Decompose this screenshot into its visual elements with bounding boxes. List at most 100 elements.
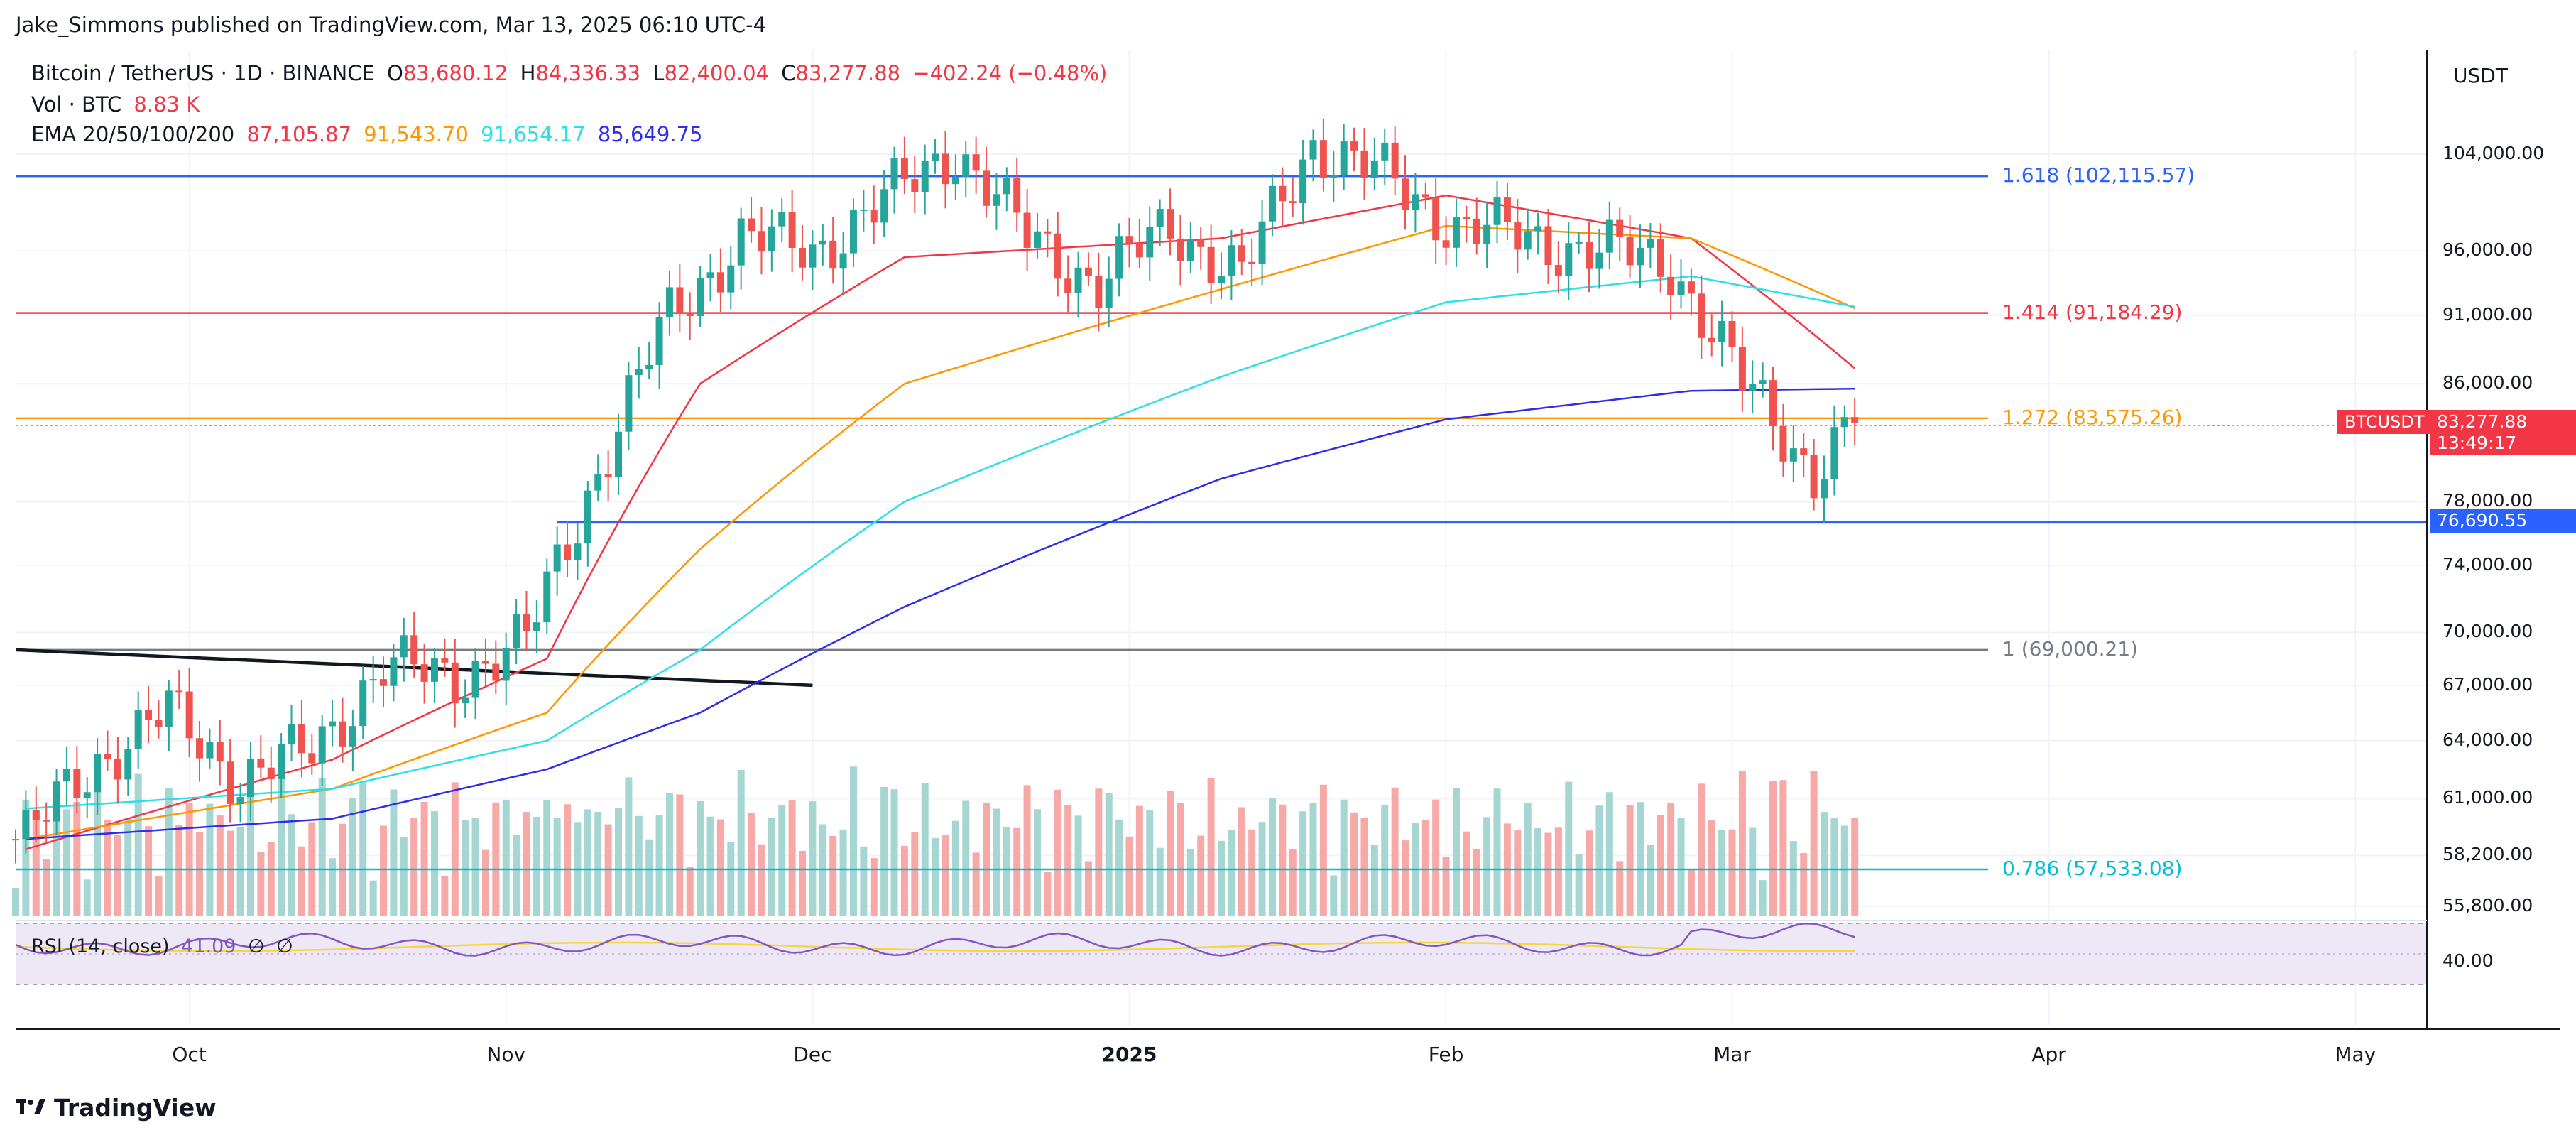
last-price: 83,277.88 [2437, 411, 2528, 432]
volume-bar [1483, 817, 1491, 916]
volume-bar [1330, 875, 1338, 916]
candle-body [1064, 278, 1072, 293]
volume-bar [1524, 803, 1532, 916]
close-label: C [781, 61, 796, 85]
volume-bar [584, 809, 591, 916]
candle-body [951, 176, 959, 185]
volume-bar [1810, 771, 1818, 916]
candle-body [1391, 142, 1399, 179]
volume-bars [12, 766, 1859, 916]
candle-body [839, 253, 847, 269]
candle-body [308, 753, 316, 764]
volume-bar [1115, 819, 1123, 916]
volume-bar [216, 815, 224, 916]
time-tick: Apr [2031, 1043, 2066, 1066]
volume-bar [604, 824, 612, 916]
volume-bar [430, 811, 438, 916]
volume-bar [1800, 853, 1808, 916]
candle-body [185, 691, 193, 739]
volume-bar [1534, 828, 1542, 916]
volume-bar [768, 817, 775, 916]
volume-bar [1319, 784, 1327, 916]
volume-bar [1626, 805, 1634, 916]
volume-bar [1064, 805, 1072, 916]
candle-body [1524, 231, 1532, 250]
candle-body [799, 248, 807, 268]
candle-body [676, 287, 684, 314]
volume-bar [1657, 815, 1664, 916]
candle-body [1769, 380, 1777, 427]
volume-bar [1586, 830, 1593, 916]
candle-body [1840, 417, 1848, 428]
candle-body [298, 724, 305, 754]
volume-bar [1667, 803, 1675, 916]
volume-bar [1595, 805, 1603, 916]
volume-bar [329, 858, 337, 916]
candle-body [748, 218, 755, 232]
symbol-title[interactable]: Bitcoin / TetherUS · 1D · BINANCE [31, 61, 375, 85]
candle-body [1442, 240, 1450, 248]
volume-bar [543, 800, 551, 916]
candle-body [1749, 384, 1757, 391]
volume-bar [145, 826, 153, 916]
volume-bar [236, 827, 244, 916]
volume-label[interactable]: Vol · BTC [31, 92, 122, 116]
volume-bar [1074, 815, 1082, 916]
volume-bar [246, 776, 254, 916]
volume-bar [1442, 857, 1450, 916]
volume-bar [921, 783, 929, 916]
volume-bar [900, 845, 908, 916]
currency-label[interactable]: USDT [2453, 64, 2508, 87]
candle-body [1647, 238, 1654, 248]
candle-body [1677, 281, 1685, 295]
volume-bar [1565, 781, 1573, 916]
volume-bar [1105, 793, 1113, 916]
candle-body [1616, 219, 1624, 237]
volume-bar [1728, 829, 1736, 916]
low-value: 82,400.04 [664, 61, 770, 85]
ema-label[interactable]: EMA 20/50/100/200 [31, 122, 235, 146]
volume-bar [196, 832, 204, 916]
change-value: −402.24 (−0.48%) [912, 61, 1108, 85]
volume-bar [748, 813, 755, 916]
volume-bar [462, 820, 469, 916]
volume-bar [1554, 827, 1562, 916]
candle-body [1074, 267, 1082, 293]
candle-body [1319, 140, 1327, 178]
candle-body [288, 724, 295, 744]
candle-body [145, 710, 153, 720]
candle-body [1698, 293, 1705, 338]
volume-bar [1177, 803, 1184, 916]
volume-bar [1309, 803, 1317, 916]
volume-bar [788, 800, 796, 916]
ema-line-3 [26, 387, 1855, 840]
candle-body [1289, 201, 1297, 203]
candle-body [1084, 267, 1092, 276]
rsi-label[interactable]: RSI (14, close) [31, 935, 170, 957]
volume-bar [471, 818, 479, 916]
volume-bar [32, 813, 40, 916]
volume-bar [1340, 799, 1348, 916]
publisher-note: Jake_Simmons published on TradingView.co… [16, 13, 767, 37]
volume-bar [1248, 829, 1256, 916]
volume-bar [1033, 809, 1041, 916]
candle-body [1279, 185, 1287, 202]
volume-bar [1370, 845, 1378, 916]
candle-body [1728, 320, 1736, 347]
volume-bar [1095, 788, 1103, 916]
volume-bar [553, 818, 561, 916]
candle-body [1657, 238, 1664, 277]
candle-body [1851, 417, 1859, 423]
tradingview-footer[interactable]: TradingView [16, 1094, 217, 1122]
candle-body [1218, 276, 1225, 284]
candle-body [410, 635, 418, 665]
volume-bar [1084, 861, 1092, 916]
volume-bar [972, 852, 980, 916]
candle-body [972, 154, 980, 171]
candle-body [1054, 233, 1061, 279]
candle-body [114, 759, 121, 780]
candle-body [1135, 243, 1143, 258]
candle-body [727, 265, 735, 293]
rsi-line [15, 923, 1855, 957]
